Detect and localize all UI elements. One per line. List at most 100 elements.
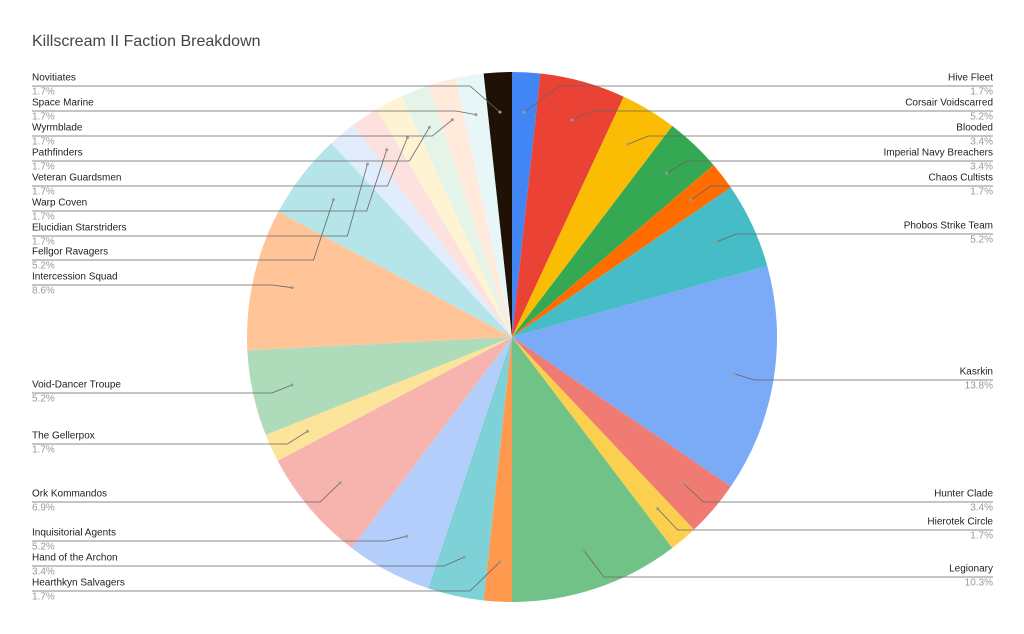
leader-line [32, 482, 341, 503]
slice-value-label: 5.2% [32, 394, 55, 405]
leader-dot [332, 198, 336, 202]
slice-value-label: 1.7% [32, 87, 55, 98]
leader-line [657, 508, 993, 531]
leader-dot [570, 118, 574, 122]
leader-dot [714, 240, 718, 244]
pie-slice [428, 78, 512, 338]
leader-line [32, 199, 334, 261]
leader-dot [385, 148, 389, 152]
leader-line [32, 137, 408, 187]
pie-slice [512, 164, 731, 337]
leader-dot [462, 555, 466, 559]
pie-slice [483, 72, 512, 337]
pie-slice [277, 337, 512, 548]
pie-slice [455, 73, 512, 337]
leader-dot [450, 118, 454, 122]
pie-slice [247, 337, 512, 435]
slice-label: Corsair Voidscarred [905, 98, 993, 109]
slice-label: Warp Coven [32, 198, 87, 209]
leader-dot [656, 507, 660, 511]
slice-value-label: 5.2% [970, 235, 993, 246]
slice-label: Wyrmblade [32, 123, 83, 134]
slice-value-label: 1.7% [32, 212, 55, 223]
leader-dot [498, 110, 502, 114]
slice-label: Hand of the Archon [32, 553, 118, 564]
slice-value-label: 1.7% [970, 187, 993, 198]
leader-dot [474, 113, 478, 117]
pie-slice [512, 265, 778, 487]
slice-label: Kasrkin [960, 367, 993, 378]
leader-dot [338, 481, 342, 485]
leader-dot [290, 286, 294, 290]
slice-value-label: 3.4% [32, 567, 55, 578]
pie-slice [376, 96, 512, 337]
pie-slice [401, 85, 512, 337]
slice-label: Hive Fleet [948, 73, 993, 84]
leader-line [734, 373, 993, 381]
slice-label: Void-Dancer Troupe [32, 380, 121, 391]
slice-label: The Gellerpox [32, 431, 95, 442]
leader-line [32, 149, 388, 212]
leader-line [32, 556, 465, 567]
leader-line [583, 550, 993, 578]
slice-label: Phobos Strike Team [904, 221, 993, 232]
leader-dot [681, 481, 685, 485]
leader-dot [405, 534, 409, 538]
slice-value-label: 1.7% [970, 87, 993, 98]
leader-line [32, 561, 501, 592]
leader-line [572, 110, 993, 121]
pie-slice [512, 72, 541, 337]
slice-value-label: 1.7% [32, 187, 55, 198]
pie-slice [512, 187, 768, 337]
slice-value-label: 10.3% [965, 578, 993, 589]
leader-line [32, 127, 430, 162]
slice-value-label: 1.7% [32, 162, 55, 173]
slice-value-label: 13.8% [965, 381, 993, 392]
slice-value-label: 3.4% [970, 137, 993, 148]
leader-line [628, 135, 993, 145]
leader-line [690, 185, 993, 201]
pie-slice [351, 337, 512, 589]
slice-value-label: 1.7% [32, 137, 55, 148]
slice-label: Legionary [949, 564, 993, 575]
slice-label: Hierotek Circle [927, 517, 993, 528]
leader-dot [290, 383, 294, 387]
leader-line [32, 430, 308, 445]
slice-value-label: 6.9% [32, 503, 55, 514]
leader-line [32, 164, 368, 237]
pie-slice [428, 337, 512, 601]
pie-slice [512, 96, 673, 337]
leader-dot [365, 162, 369, 166]
leader-line [716, 233, 993, 243]
leader-dot [732, 372, 736, 376]
leader-line [32, 535, 407, 542]
slice-label: Fellgor Ravagers [32, 247, 108, 258]
leader-dot [665, 171, 669, 175]
leader-line [32, 384, 293, 394]
slice-value-label: 8.6% [32, 286, 55, 297]
leader-line [32, 85, 501, 113]
slice-label: Intercession Squad [32, 272, 118, 283]
leader-dot [689, 198, 693, 202]
slice-label: Inquisitorial Agents [32, 528, 116, 539]
slice-value-label: 5.2% [970, 112, 993, 123]
slice-value-label: 5.2% [32, 542, 55, 553]
slice-label: Veteran Guardsmen [32, 173, 122, 184]
slice-value-label: 5.2% [32, 261, 55, 272]
slice-label: Space Marine [32, 98, 94, 109]
pie-slice [278, 143, 512, 337]
slice-label: Elucidian Starstriders [32, 223, 126, 234]
pie-slice [512, 73, 624, 337]
pie-slice [353, 109, 512, 337]
leader-line [32, 284, 293, 289]
leader-dot [498, 560, 502, 564]
pie-slice [247, 211, 512, 351]
pie-slice [512, 126, 714, 337]
leader-dot [582, 548, 586, 552]
leader-dot [522, 110, 526, 114]
slice-label: Imperial Navy Breachers [884, 148, 993, 159]
slice-label: Blooded [956, 123, 993, 134]
pie-slice [512, 337, 694, 548]
